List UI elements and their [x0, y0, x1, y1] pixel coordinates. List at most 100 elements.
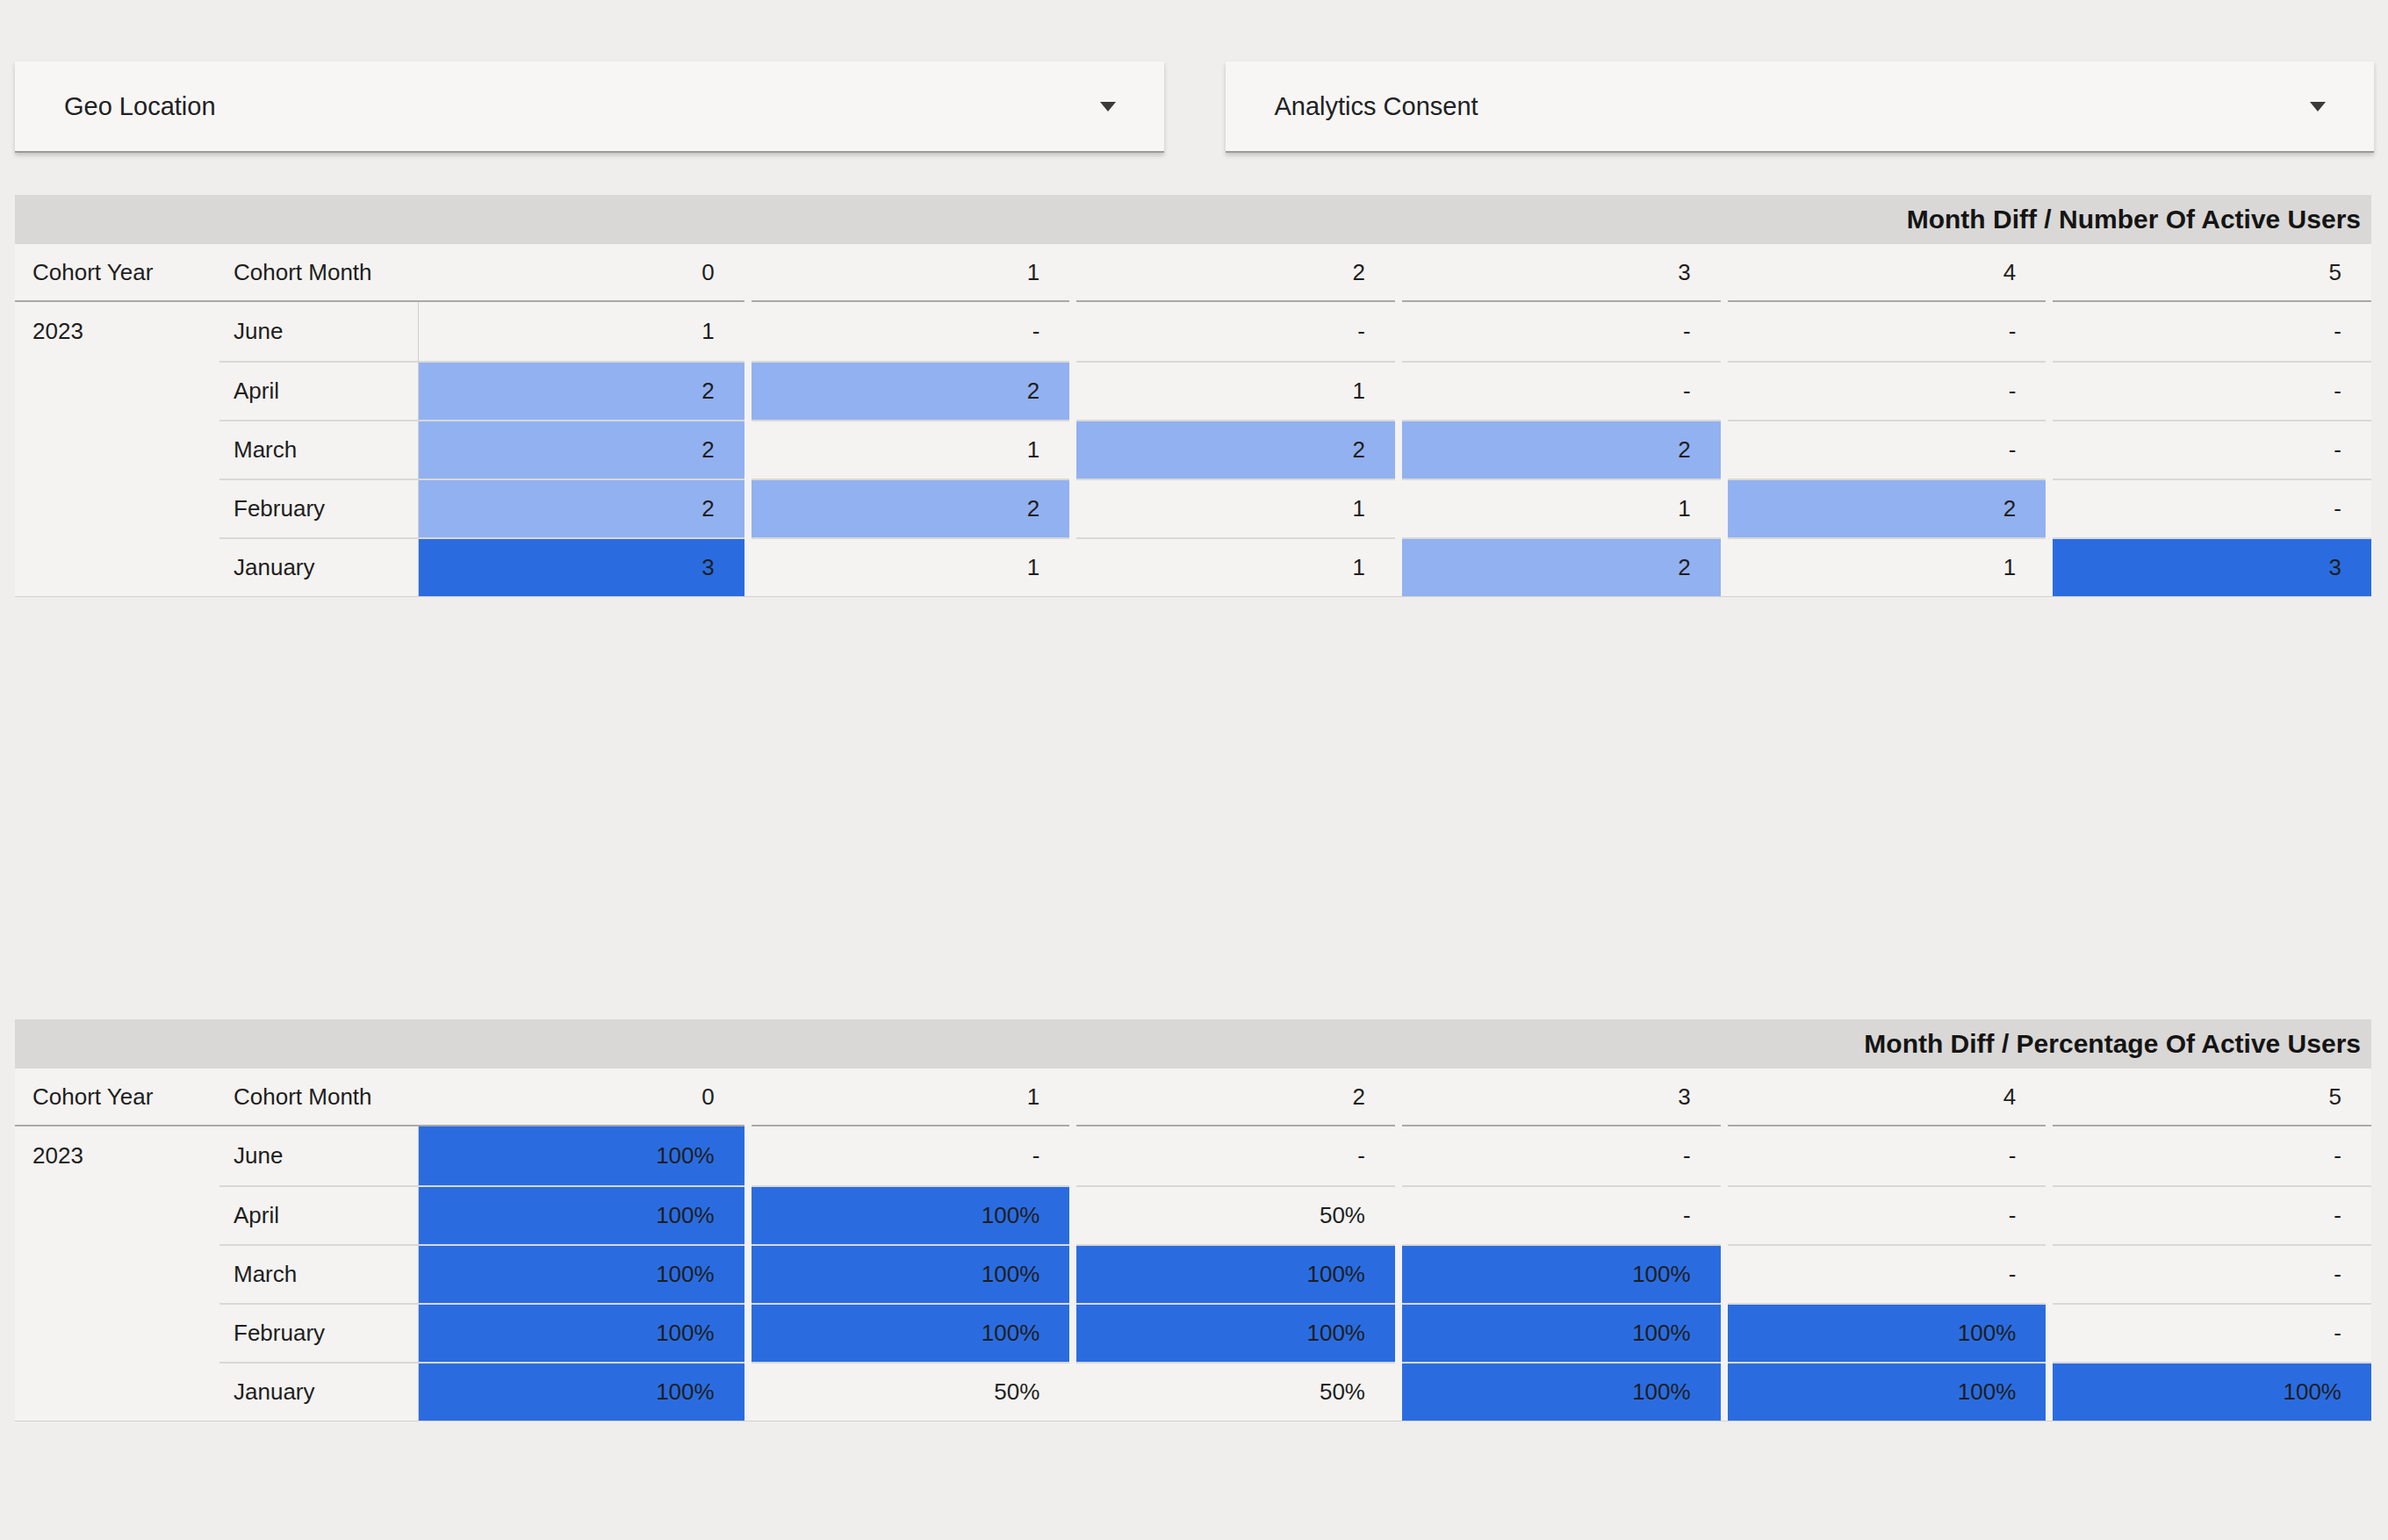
heatmap-cell: 1	[752, 537, 1070, 596]
column-header-month-diff-3: 3	[1402, 1069, 1721, 1126]
heatmap-cell: -	[1728, 1244, 2046, 1303]
heatmap-cell: 50%	[1076, 1185, 1395, 1244]
table-body: 2023June1-----April221---March2122--Febr…	[15, 302, 2371, 597]
heatmap-cell: -	[1728, 420, 2046, 479]
data-cell: 2	[419, 479, 744, 537]
cohort-year-cell	[15, 1244, 219, 1303]
heatmap-cell: 100%	[752, 1185, 1070, 1244]
column-header-month-diff-0: 0	[419, 1069, 744, 1126]
cohort-year-cell	[15, 1303, 219, 1362]
data-cell: 50%	[744, 1362, 1070, 1421]
column-header-cohort-month: Cohort Month	[219, 244, 419, 302]
filter-analytics-consent[interactable]: Analytics Consent	[1226, 61, 2375, 153]
data-cell: 100%	[1395, 1303, 1721, 1362]
data-cell: 1	[1069, 361, 1395, 420]
data-cell: 100%	[419, 1303, 744, 1362]
column-header-month-diff-5: 5	[2053, 1069, 2371, 1126]
data-cell: 100%	[744, 1303, 1070, 1362]
cohort-year-cell: 2023	[15, 1126, 219, 1185]
data-cell: 100%	[1395, 1362, 1721, 1421]
column-header-month-diff-1: 1	[752, 1069, 1070, 1126]
column-header-cohort-year: Cohort Year	[15, 244, 219, 302]
heatmap-cell: 2	[419, 479, 744, 537]
data-cell: -	[744, 1126, 1070, 1185]
cohort-month-cell: June	[219, 302, 419, 361]
data-cell: 2	[419, 361, 744, 420]
heatmap-cell: 100%	[1076, 1303, 1395, 1362]
heatmap-cell: 1	[752, 420, 1070, 479]
dashboard-page: Geo Location Analytics Consent Month Dif…	[0, 0, 2388, 1540]
cohort-row: 2023June100%-----	[15, 1126, 2371, 1185]
heatmap-cell: -	[1402, 361, 1721, 420]
cohort-month-cell: April	[219, 361, 419, 420]
heatmap-cell: 1	[1402, 479, 1721, 537]
column-header-month-diff-3: 3	[1402, 244, 1721, 302]
heatmap-cell: -	[1728, 1185, 2046, 1244]
heatmap-cell: 100%	[1728, 1303, 2046, 1362]
heatmap-cell: 100%	[419, 1185, 744, 1244]
heatmap-cell: -	[2053, 361, 2371, 420]
data-cell: -	[1721, 361, 2046, 420]
data-cell: 2	[1721, 479, 2046, 537]
cohort-row: 2023June1-----	[15, 302, 2371, 361]
data-cell: -	[1721, 1126, 2046, 1185]
column-header-month-diff-4: 4	[1728, 1069, 2046, 1126]
heatmap-cell: -	[1728, 302, 2046, 361]
heatmap-cell: 2	[419, 420, 744, 479]
cohort-month-cell: January	[219, 1362, 419, 1421]
heatmap-cell: 100%	[752, 1244, 1070, 1303]
heatmap-cell: -	[1076, 302, 1395, 361]
heatmap-cell: 100%	[2053, 1362, 2371, 1421]
heatmap-cell: 1	[1076, 361, 1395, 420]
filter-geo-location[interactable]: Geo Location	[15, 61, 1164, 153]
heatmap-cell: 100%	[752, 1303, 1070, 1362]
column-header-month-diff-4: 4	[1728, 244, 2046, 302]
data-cell: -	[2046, 302, 2371, 361]
heatmap-cell: 100%	[419, 1303, 744, 1362]
column-header-month-diff-5: 5	[2053, 244, 2371, 302]
data-cell: 100%	[419, 1126, 744, 1185]
dropdown-arrow-icon	[2310, 102, 2326, 112]
column-header-month-diff-2: 2	[1076, 244, 1395, 302]
heatmap-cell: 50%	[1076, 1362, 1395, 1421]
heatmap-cell: 100%	[1728, 1362, 2046, 1421]
heatmap-cell: -	[752, 1126, 1070, 1185]
filter-label: Analytics Consent	[1275, 92, 1478, 121]
heatmap-cell: 100%	[1402, 1244, 1721, 1303]
cohort-month-cell: February	[219, 479, 419, 537]
table-body: 2023June100%-----April100%100%50%---Marc…	[15, 1126, 2371, 1421]
heatmap-cell: -	[1402, 302, 1721, 361]
heatmap-cell: 100%	[1076, 1244, 1395, 1303]
heatmap-cell: -	[2053, 479, 2371, 537]
data-cell: 100%	[2046, 1362, 2371, 1421]
data-cell: -	[1721, 420, 2046, 479]
cohort-month-cell: January	[219, 537, 419, 596]
column-header-month-diff-0: 0	[419, 244, 744, 302]
cohort-percentage-table: Month Diff / Percentage Of Active Users …	[15, 1019, 2371, 1421]
data-cell: -	[1395, 1126, 1721, 1185]
filter-bar: Geo Location Analytics Consent	[15, 61, 2374, 153]
data-cell: 1	[1069, 479, 1395, 537]
data-cell: 100%	[1069, 1244, 1395, 1303]
filter-label: Geo Location	[64, 92, 216, 121]
heatmap-cell: 1	[1728, 537, 2046, 596]
column-header-cohort-month: Cohort Month	[219, 1069, 419, 1126]
data-cell: 1	[744, 537, 1070, 596]
data-cell: 2	[1395, 537, 1721, 596]
heatmap-cell: 100%	[419, 1126, 744, 1185]
table-header-row: Cohort Year Cohort Month 0 1 2 3 4 5	[15, 244, 2371, 302]
data-cell: 1	[1721, 537, 2046, 596]
heatmap-cell: 1	[1076, 479, 1395, 537]
data-cell: 100%	[1069, 1303, 1395, 1362]
heatmap-cell: 100%	[419, 1244, 744, 1303]
cohort-row: March100%100%100%100%--	[15, 1244, 2371, 1303]
heatmap-cell: -	[2053, 1126, 2371, 1185]
data-cell: 100%	[419, 1185, 744, 1244]
data-cell: 1	[1069, 537, 1395, 596]
heatmap-cell: -	[2053, 420, 2371, 479]
cohort-row: March2122--	[15, 420, 2371, 479]
data-cell: 2	[1069, 420, 1395, 479]
heatmap-cell: 2	[752, 479, 1070, 537]
data-cell: -	[1395, 302, 1721, 361]
cohort-month-cell: March	[219, 420, 419, 479]
